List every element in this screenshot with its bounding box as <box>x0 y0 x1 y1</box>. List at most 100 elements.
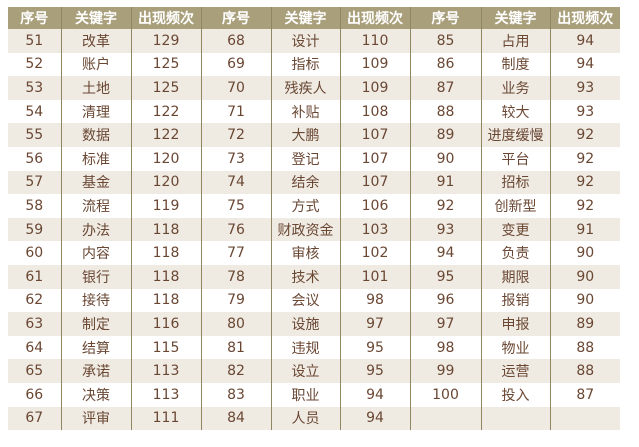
cell-index: 77 <box>200 241 271 265</box>
cell-frequency: 118 <box>130 288 201 313</box>
cell-keyword: 银行 <box>60 264 131 289</box>
cell-index: 59 <box>8 217 61 242</box>
cell-index: 64 <box>8 335 61 360</box>
cell-frequency: 88 <box>549 359 620 383</box>
cell-index: 87 <box>409 76 481 100</box>
cell-index: 90 <box>409 146 481 171</box>
cell-index: 85 <box>409 29 481 53</box>
cell-keyword: 补贴 <box>270 99 340 124</box>
cell-keyword: 指标 <box>270 52 340 77</box>
table-row: 53 土地 125 70 残疾人 109 87 业务 93 <box>8 76 620 100</box>
cell-keyword: 流程 <box>60 194 131 218</box>
cell-index: 67 <box>8 406 61 431</box>
cell-index: 53 <box>8 76 61 100</box>
cell-keyword: 进度缓慢 <box>480 123 550 147</box>
cell-keyword: 职业 <box>270 382 340 407</box>
cell-index: 98 <box>409 335 481 360</box>
cell-index: 96 <box>409 288 481 313</box>
header-keyword: 关键字 <box>480 7 550 29</box>
cell-index: 99 <box>409 359 481 383</box>
cell-keyword: 报销 <box>480 288 550 313</box>
cell-index: 89 <box>409 123 481 147</box>
table-row: 58 流程 119 75 方式 106 92 创新型 92 <box>8 194 620 218</box>
cell-frequency: 122 <box>130 123 201 147</box>
cell-frequency: 90 <box>549 288 620 313</box>
cell-frequency: 97 <box>339 312 410 336</box>
table-row: 65 承诺 113 82 设立 95 99 运营 88 <box>8 359 620 383</box>
cell-keyword: 较大 <box>480 99 550 124</box>
cell-frequency: 118 <box>130 217 201 242</box>
cell-index: 51 <box>8 29 61 53</box>
cell-index: 92 <box>409 194 481 218</box>
cell-index: 71 <box>200 99 271 124</box>
cell-index: 73 <box>200 146 271 171</box>
cell-keyword: 土地 <box>60 76 131 100</box>
cell-index: 76 <box>200 217 271 242</box>
cell-keyword: 接待 <box>60 288 131 313</box>
cell-index: 88 <box>409 99 481 124</box>
cell-keyword: 残疾人 <box>270 76 340 100</box>
table-row: 59 办法 118 76 财政资金 103 93 变更 91 <box>8 217 620 242</box>
cell-keyword: 违规 <box>270 335 340 360</box>
cell-keyword: 改革 <box>60 29 131 53</box>
cell-keyword: 招标 <box>480 170 550 195</box>
cell-index: 81 <box>200 335 271 360</box>
table-row: 51 改革 129 68 设计 110 85 占用 94 <box>8 29 620 53</box>
table-row: 60 内容 118 77 审核 102 94 负责 90 <box>8 241 620 265</box>
cell-keyword: 大鹏 <box>270 123 340 147</box>
cell-keyword: 办法 <box>60 217 131 242</box>
cell-keyword: 承诺 <box>60 359 131 383</box>
cell-frequency: 120 <box>130 170 201 195</box>
cell-keyword: 内容 <box>60 241 131 265</box>
header-row: 序号 关键字 出现频次 序号 关键字 出现频次 序号 关键字 出现频次 <box>8 7 620 29</box>
cell-index: 82 <box>200 359 271 383</box>
cell-frequency: 118 <box>130 264 201 289</box>
cell-index: 69 <box>200 52 271 77</box>
cell-frequency: 107 <box>339 170 410 195</box>
cell-index: 60 <box>8 241 61 265</box>
cell-keyword: 账户 <box>60 52 131 77</box>
cell-frequency: 115 <box>130 335 201 360</box>
cell-index: 63 <box>8 312 61 336</box>
cell-frequency <box>549 406 620 431</box>
cell-frequency: 107 <box>339 146 410 171</box>
cell-keyword: 结余 <box>270 170 340 195</box>
cell-index: 91 <box>409 170 481 195</box>
cell-index: 56 <box>8 146 61 171</box>
cell-index: 70 <box>200 76 271 100</box>
cell-keyword: 评审 <box>60 406 131 431</box>
cell-frequency: 91 <box>549 217 620 242</box>
cell-keyword: 设立 <box>270 359 340 383</box>
cell-index: 72 <box>200 123 271 147</box>
cell-frequency: 111 <box>130 406 201 431</box>
cell-index: 84 <box>200 406 271 431</box>
cell-frequency: 95 <box>339 359 410 383</box>
cell-keyword: 设施 <box>270 312 340 336</box>
cell-frequency: 92 <box>549 123 620 147</box>
cell-frequency: 94 <box>339 382 410 407</box>
cell-index: 78 <box>200 264 271 289</box>
cell-frequency: 89 <box>549 312 620 336</box>
cell-keyword: 财政资金 <box>270 217 340 242</box>
cell-frequency: 92 <box>549 170 620 195</box>
cell-index: 75 <box>200 194 271 218</box>
cell-index: 80 <box>200 312 271 336</box>
cell-frequency: 120 <box>130 146 201 171</box>
cell-keyword: 登记 <box>270 146 340 171</box>
header-index: 序号 <box>409 7 481 29</box>
cell-frequency: 106 <box>339 194 410 218</box>
cell-keyword: 申报 <box>480 312 550 336</box>
cell-frequency: 90 <box>549 264 620 289</box>
cell-index: 65 <box>8 359 61 383</box>
cell-frequency: 95 <box>339 335 410 360</box>
cell-keyword: 业务 <box>480 76 550 100</box>
cell-index: 57 <box>8 170 61 195</box>
table-row: 63 制定 116 80 设施 97 97 申报 89 <box>8 312 620 336</box>
cell-frequency: 110 <box>339 29 410 53</box>
table-row: 55 数据 122 72 大鹏 107 89 进度缓慢 92 <box>8 123 620 147</box>
cell-index: 62 <box>8 288 61 313</box>
cell-index: 79 <box>200 288 271 313</box>
header-index: 序号 <box>8 7 61 29</box>
cell-index: 58 <box>8 194 61 218</box>
cell-keyword: 创新型 <box>480 194 550 218</box>
